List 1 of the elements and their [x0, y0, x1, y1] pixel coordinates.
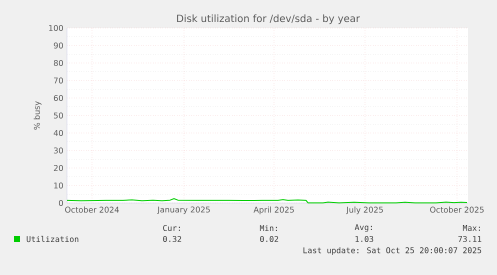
chart-title: Disk utilization for /dev/sda - by year	[177, 14, 360, 24]
